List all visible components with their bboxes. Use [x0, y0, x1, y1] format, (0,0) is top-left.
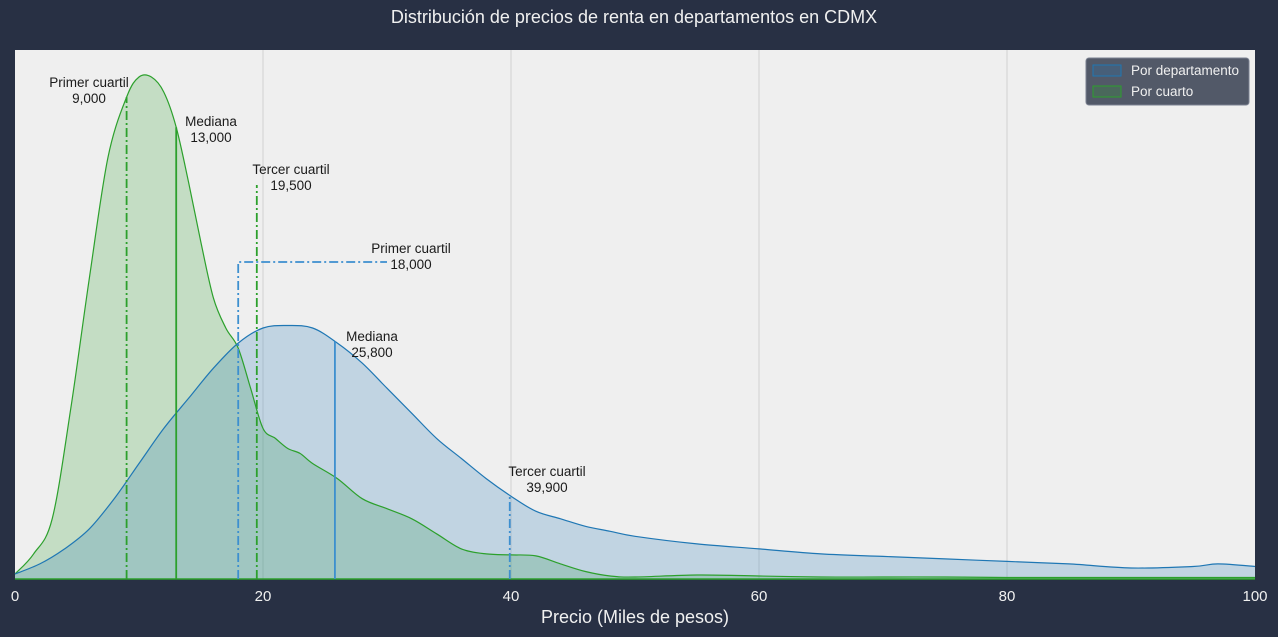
- x-axis-label: Precio (Miles de pesos): [541, 607, 729, 627]
- x-tick-label: 0: [11, 588, 19, 605]
- annotation-value: 13,000: [190, 130, 231, 145]
- reference-lines: [125, 97, 511, 579]
- legend-swatch-por-cuarto: [1092, 85, 1122, 98]
- gridlines: [262, 50, 1008, 579]
- chart-title: Distribución de precios de renta en depa…: [390, 7, 878, 27]
- annotation-value: 25,800: [351, 345, 392, 360]
- legend-swatch-por-departamento: [1092, 64, 1122, 77]
- x-tick-label: 100: [1242, 588, 1267, 605]
- annotation-value: 18,000: [390, 257, 431, 272]
- plot-area: [15, 50, 1255, 579]
- x-tick-label: 40: [503, 588, 520, 605]
- annotation-value: 19,500: [270, 178, 311, 193]
- annotation-value: 9,000: [72, 91, 106, 106]
- density-area-por-departamento: [15, 325, 1255, 579]
- annotation-label: Tercer cuartil: [508, 464, 585, 479]
- ref-line-por-departamento-3: [237, 261, 387, 579]
- annotation-value: 39,900: [526, 480, 567, 495]
- x-tick-label: 20: [255, 588, 272, 605]
- x-tick-label: 60: [751, 588, 768, 605]
- annotation-label: Tercer cuartil: [252, 162, 329, 177]
- legend: Por departamento Por cuarto: [1085, 57, 1250, 106]
- density-line-por-cuarto: [14, 74, 1255, 579]
- density-series: [14, 74, 1256, 580]
- legend-label-por-departamento: Por departamento: [1131, 63, 1239, 78]
- annotation-label: Primer cuartil: [49, 75, 129, 90]
- annotation-label: Mediana: [346, 329, 398, 344]
- annotation-label: Primer cuartil: [371, 241, 451, 256]
- density-line-por-departamento: [14, 324, 1256, 575]
- legend-box: [1085, 57, 1250, 106]
- annotation-label: Mediana: [185, 114, 237, 129]
- density-area-por-cuarto: [15, 74, 1255, 579]
- x-axis: 0 20 40 60 80 100: [11, 588, 1268, 605]
- x-tick-label: 80: [999, 588, 1016, 605]
- legend-label-por-cuarto: Por cuarto: [1131, 84, 1193, 99]
